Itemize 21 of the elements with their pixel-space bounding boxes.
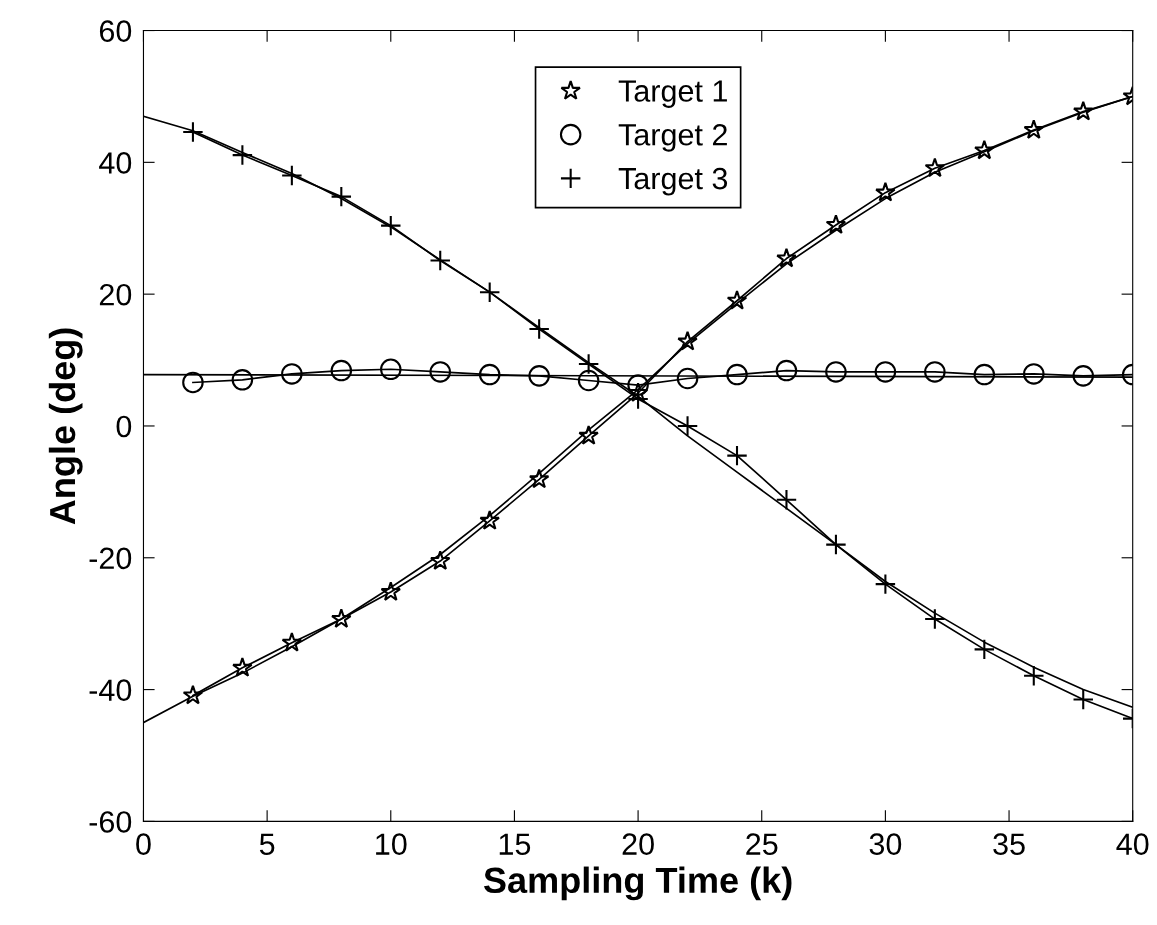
legend-label: Target 1 <box>618 80 727 108</box>
x-axis-title: Sampling Time (k) <box>483 866 792 901</box>
x-tick-label: 10 <box>376 833 407 855</box>
x-tick-label: 40 <box>1116 833 1149 855</box>
legend-label: Target 2 <box>618 123 727 152</box>
x-tick-label: 25 <box>746 833 778 855</box>
y-tick-label: -20 <box>89 547 132 570</box>
y-tick-label: 20 <box>99 283 132 306</box>
x-tick-label: 5 <box>259 833 275 855</box>
legend-label: Target 3 <box>618 167 728 196</box>
y-tick-label: 0 <box>116 415 132 438</box>
y-tick-label: 60 <box>99 20 132 42</box>
y-axis-title: Angle (deg) <box>48 328 83 525</box>
x-tick-label: 20 <box>622 833 654 855</box>
x-tick-label: 35 <box>993 833 1025 855</box>
y-tick-label: 40 <box>99 152 132 174</box>
y-tick-label: -40 <box>89 679 132 701</box>
x-tick-label: 30 <box>869 833 902 855</box>
x-tick-label: 15 <box>499 833 531 855</box>
x-tick-label: 0 <box>136 833 151 855</box>
y-tick-label: -60 <box>89 811 132 833</box>
